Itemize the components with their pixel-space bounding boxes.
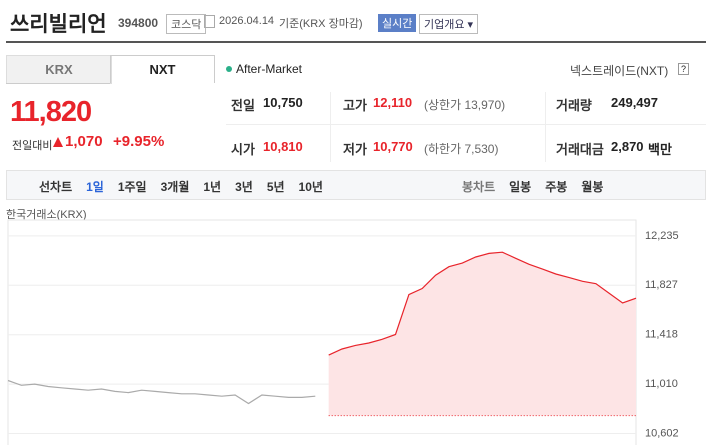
- quote-value: 2,870: [611, 139, 644, 154]
- y-tick-label: 12,235: [645, 230, 679, 242]
- quote-unit: 백만: [648, 142, 672, 157]
- tab[interactable]: NXT: [110, 55, 215, 83]
- quote-divider: [330, 92, 331, 162]
- quote-value: 249,497: [611, 95, 658, 110]
- calendar-icon: [204, 15, 215, 28]
- realtime-button[interactable]: 실시간: [378, 14, 417, 32]
- y-tick-label: 11,418: [645, 329, 678, 341]
- quote-value: 10,770: [373, 139, 413, 154]
- period[interactable]: 5년: [266, 180, 285, 194]
- date: 2026.04.14: [219, 15, 275, 27]
- basis: 기준(KRX 장마감): [279, 18, 363, 30]
- stock-code: 394800: [118, 16, 159, 30]
- overview-button[interactable]: 기업개요 ▾: [419, 14, 479, 34]
- quote-value: 10,810: [263, 139, 303, 154]
- quote-value: 10,750: [263, 95, 303, 110]
- area: [328, 252, 636, 416]
- after-market: After-Market: [236, 62, 303, 76]
- period[interactable]: 3개월: [160, 180, 190, 194]
- change: 1,070: [65, 133, 103, 150]
- help-button[interactable]: ?: [678, 63, 689, 75]
- change-rate: +9.95%: [113, 133, 165, 150]
- stock-name: 쓰리빌리언: [10, 13, 107, 36]
- status-dot: [226, 66, 232, 72]
- quote-divider: [545, 92, 546, 162]
- up-arrow: [53, 137, 63, 147]
- tab-rule: [6, 83, 110, 84]
- quote-label: 고가: [343, 98, 367, 113]
- change-label: 전일대비: [12, 140, 53, 152]
- quote-rule: [226, 124, 706, 125]
- nxt-label: 넥스트레이드(NXT): [570, 64, 669, 78]
- candle-period[interactable]: 주봉: [545, 180, 568, 194]
- price-line: [7, 379, 316, 405]
- y-tick-label: 10,602: [645, 427, 679, 439]
- period[interactable]: 1일: [86, 180, 104, 194]
- current-price: 11,820: [10, 96, 92, 128]
- market-badge: 코스닥: [166, 14, 207, 34]
- tab[interactable]: KRX: [6, 55, 112, 84]
- quote-label: 거래량: [556, 98, 592, 113]
- quote-label: 저가: [343, 142, 367, 157]
- quote-label: 시가: [231, 142, 255, 157]
- quote-label: 거래대금: [556, 142, 604, 157]
- period[interactable]: 3년: [235, 180, 253, 194]
- chart-toolbar: 선차트 1일 1주일 3개월 1년 3년 5년 10년 봉차트 일봉 주봉 월봉: [6, 170, 706, 200]
- quote-note: (하한가 7,530): [424, 142, 499, 156]
- chart-title: 한국거래소(KRX): [6, 208, 87, 221]
- candle-chart-label[interactable]: 봉차트: [462, 180, 496, 194]
- period[interactable]: 1주일: [117, 180, 147, 194]
- candle-period[interactable]: 월봉: [581, 180, 604, 194]
- period[interactable]: 10년: [298, 180, 323, 194]
- y-tick-label: 11,010: [645, 378, 678, 390]
- overview-label: 기업개요: [424, 19, 465, 31]
- candle-period[interactable]: 일봉: [509, 180, 532, 194]
- header-rule: [6, 41, 706, 43]
- period[interactable]: 1년: [203, 180, 222, 194]
- quote-note: (상한가 13,970): [424, 98, 506, 112]
- line-chart-label[interactable]: 선차트: [39, 180, 73, 194]
- quote-label: 전일: [231, 98, 255, 113]
- chart: 한국거래소(KRX) 12,235 11,827 11,418 11,010 10,60…: [6, 208, 679, 445]
- y-tick-label: 11,827: [645, 279, 678, 291]
- quote-value: 12,110: [373, 95, 413, 110]
- price-line: [328, 251, 637, 356]
